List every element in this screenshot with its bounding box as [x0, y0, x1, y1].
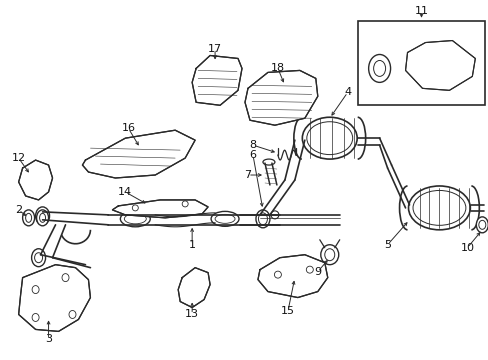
Text: 10: 10: [459, 243, 473, 253]
Text: 11: 11: [414, 6, 427, 15]
Ellipse shape: [32, 314, 39, 321]
Text: 3: 3: [45, 334, 52, 345]
Text: 13: 13: [185, 310, 199, 319]
Text: 8: 8: [249, 140, 256, 150]
Text: 2: 2: [15, 205, 22, 215]
Text: 1: 1: [188, 240, 195, 250]
Bar: [357, 21, 484, 105]
Polygon shape: [112, 200, 208, 218]
Text: 7: 7: [244, 170, 251, 180]
Text: 4: 4: [344, 87, 350, 97]
Ellipse shape: [132, 205, 138, 211]
Ellipse shape: [368, 54, 390, 82]
Ellipse shape: [211, 211, 239, 226]
Text: 16: 16: [121, 123, 135, 133]
Polygon shape: [258, 255, 327, 298]
Polygon shape: [405, 41, 474, 90]
Text: 12: 12: [12, 153, 26, 163]
Polygon shape: [244, 71, 317, 125]
Ellipse shape: [305, 266, 313, 273]
Text: 14: 14: [118, 187, 132, 197]
Ellipse shape: [270, 211, 278, 219]
Polygon shape: [178, 268, 210, 307]
Ellipse shape: [69, 310, 76, 319]
Polygon shape: [19, 160, 52, 200]
Ellipse shape: [32, 249, 45, 267]
Ellipse shape: [37, 210, 48, 226]
Ellipse shape: [22, 210, 35, 226]
Ellipse shape: [407, 186, 469, 230]
Ellipse shape: [182, 201, 188, 207]
Ellipse shape: [274, 271, 281, 278]
Ellipse shape: [255, 210, 269, 228]
Ellipse shape: [62, 274, 69, 282]
Text: 15: 15: [280, 306, 294, 316]
Polygon shape: [82, 130, 195, 178]
Ellipse shape: [120, 211, 150, 227]
Text: 6: 6: [249, 150, 256, 160]
Ellipse shape: [32, 285, 39, 293]
Text: 17: 17: [207, 44, 222, 54]
Ellipse shape: [475, 217, 488, 233]
Text: 9: 9: [314, 267, 321, 276]
Text: 5: 5: [383, 240, 390, 250]
Polygon shape: [19, 265, 90, 332]
Ellipse shape: [302, 117, 356, 159]
Ellipse shape: [36, 207, 49, 225]
Polygon shape: [192, 55, 242, 105]
Ellipse shape: [320, 245, 338, 265]
Ellipse shape: [263, 159, 274, 165]
Text: 18: 18: [270, 63, 285, 73]
